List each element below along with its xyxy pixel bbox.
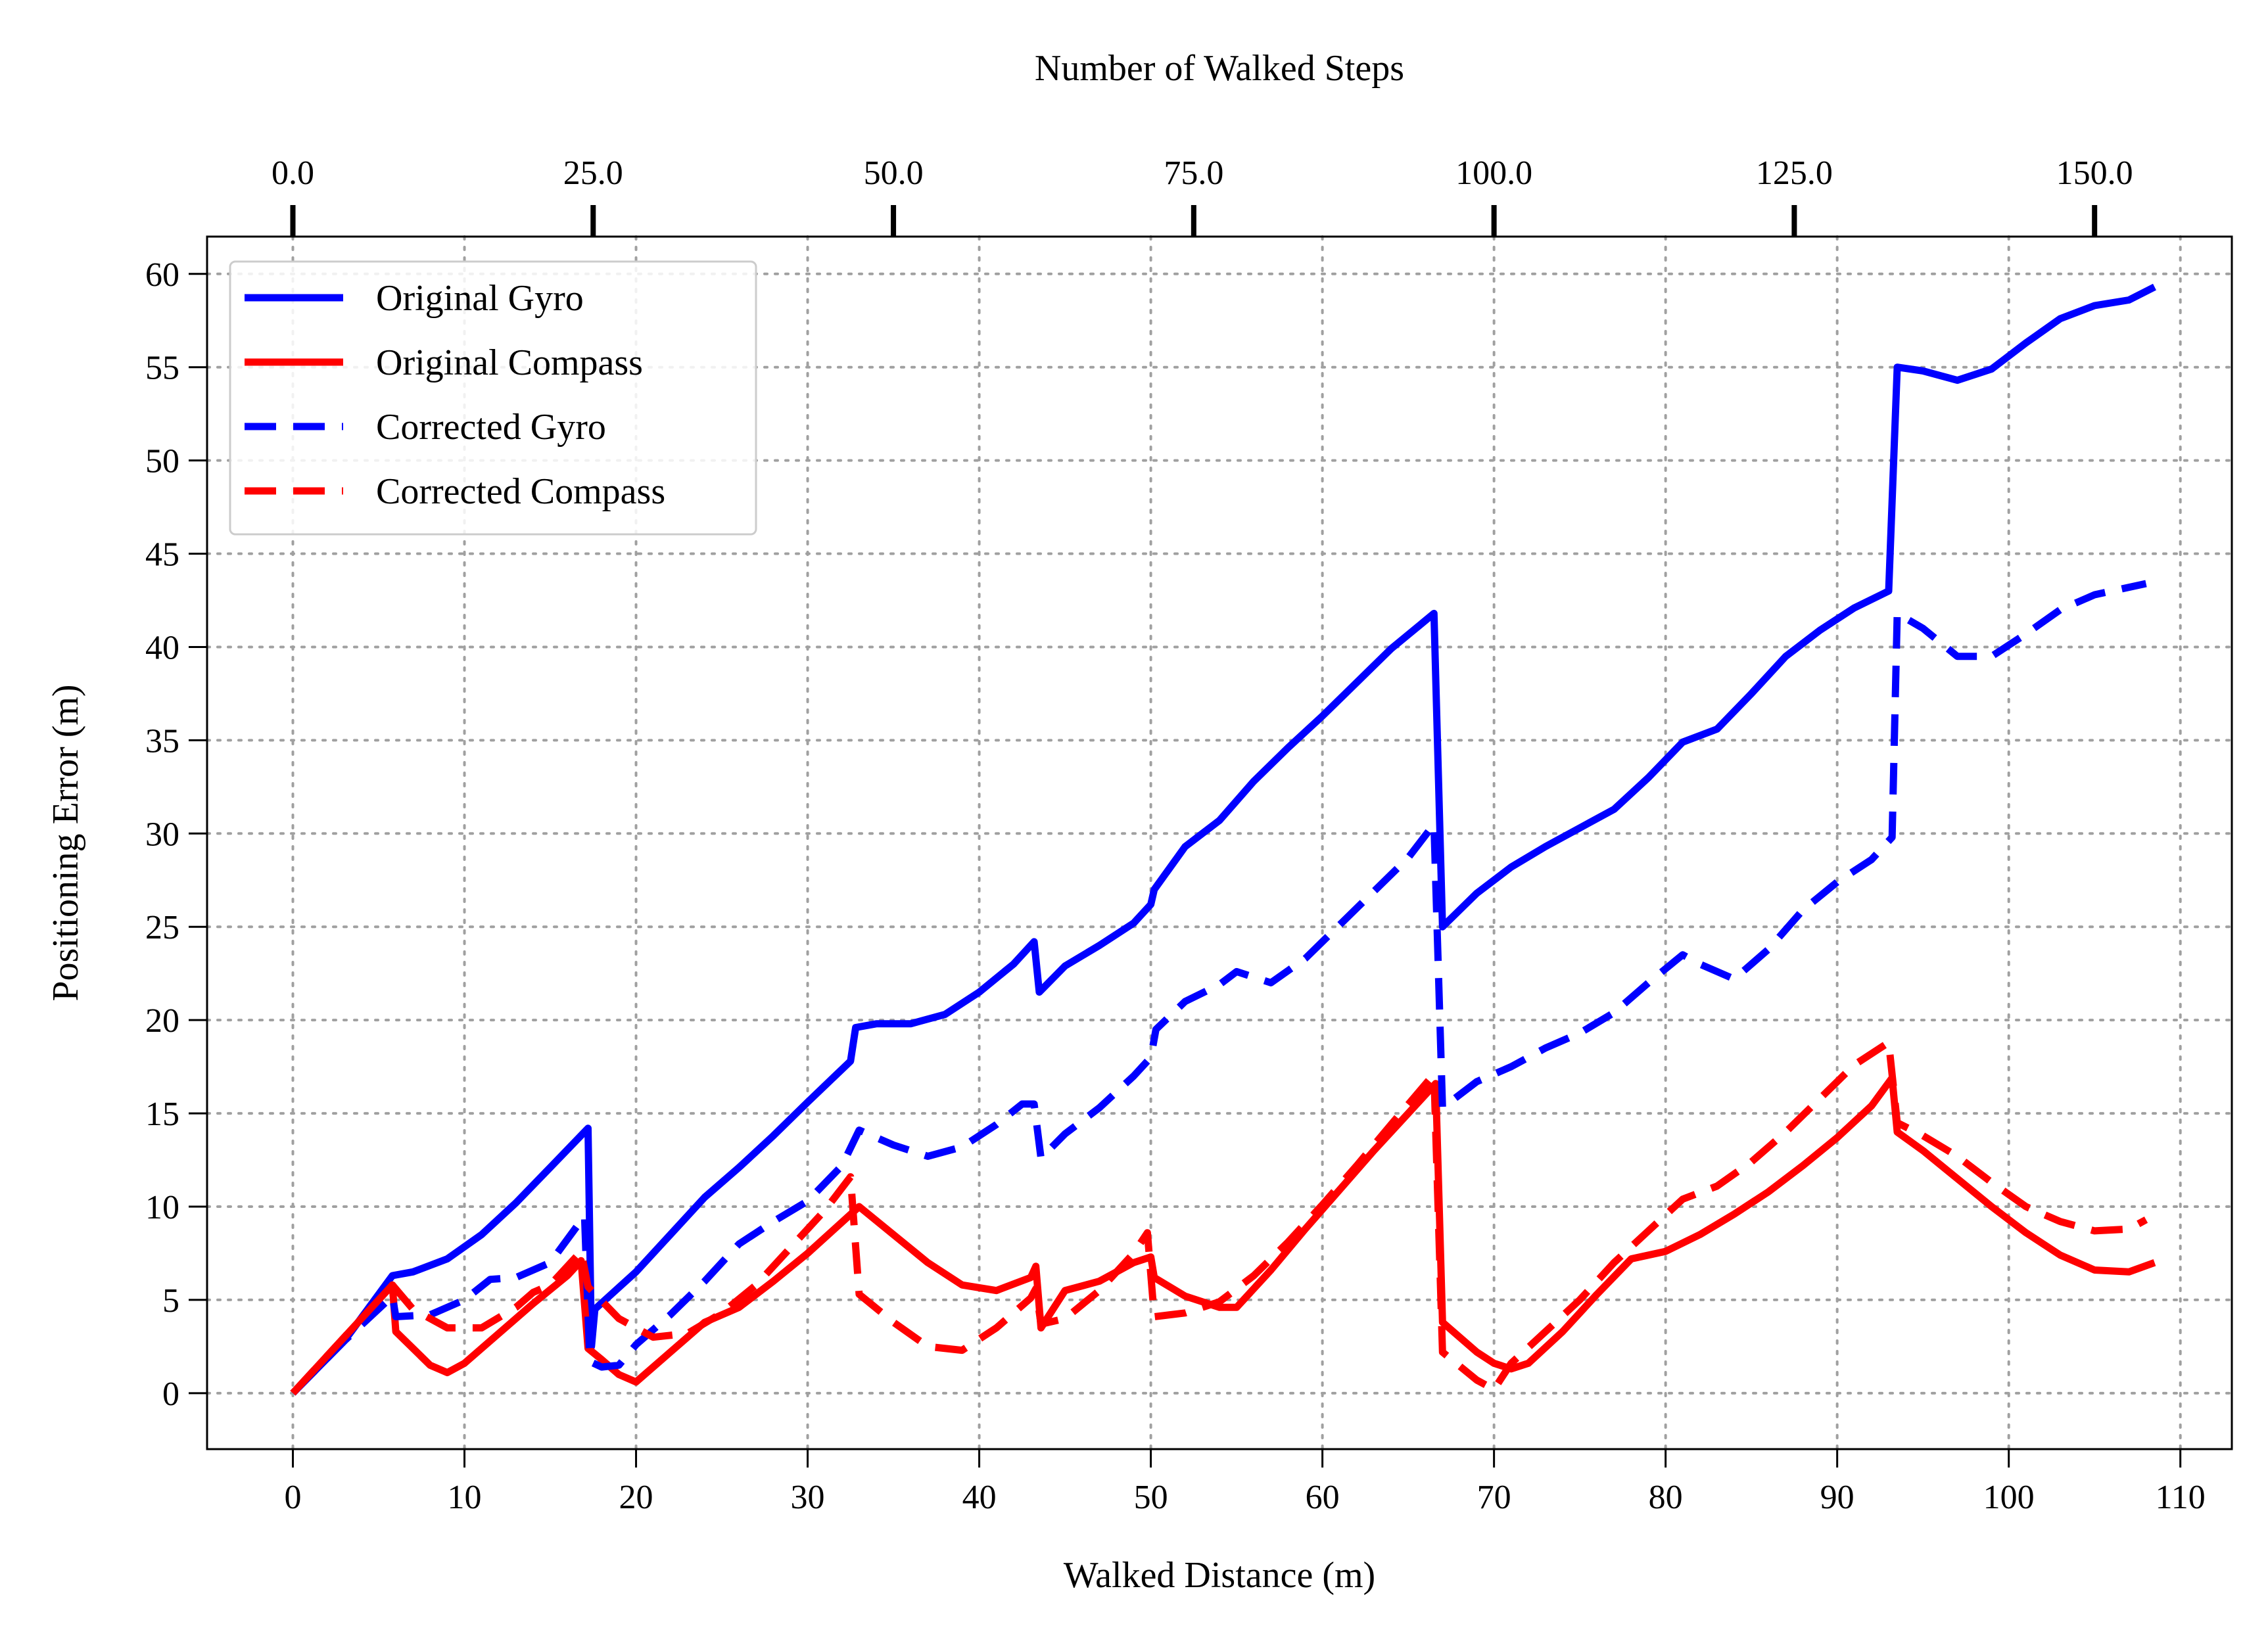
x-axis-top: 0.0 25.0 50.0 75.0 100.0 125.0 150.0 bbox=[272, 154, 2133, 237]
series-lines bbox=[290, 283, 2156, 1396]
legend-label: Original Compass bbox=[376, 342, 643, 383]
legend: Original Gyro Original Compass Corrected G… bbox=[229, 260, 757, 536]
plot-frame bbox=[206, 235, 2233, 1450]
x-tick-label: 50 bbox=[1134, 1479, 1168, 1516]
y-tick-label: 0 bbox=[162, 1376, 179, 1413]
series-line-3 bbox=[290, 580, 2147, 1396]
y-axis-title: Positioning Error (m) bbox=[45, 684, 86, 1001]
top-x-tick-label: 25.0 bbox=[563, 154, 623, 192]
grid bbox=[206, 235, 2233, 1450]
x-tick-label: 20 bbox=[619, 1479, 653, 1516]
top-x-tick-label: 150.0 bbox=[2056, 154, 2133, 192]
y-tick-label: 10 bbox=[145, 1189, 179, 1226]
top-x-tick-label: 100.0 bbox=[1455, 154, 1532, 192]
legend-label: Corrected Gyro bbox=[376, 407, 606, 448]
y-tick-label: 30 bbox=[145, 816, 179, 853]
y-tick-label: 5 bbox=[162, 1282, 179, 1320]
x-axis-title: Walked Distance (m) bbox=[1064, 1555, 1375, 1596]
x-tick-label: 30 bbox=[791, 1479, 825, 1516]
legend-label: Corrected Compass bbox=[376, 471, 665, 512]
x-tick-label: 90 bbox=[1820, 1479, 1855, 1516]
series-line-4 bbox=[290, 1038, 2148, 1396]
y-tick-label: 40 bbox=[145, 629, 179, 666]
y-tick-label: 60 bbox=[145, 256, 179, 294]
top-x-tick-label: 75.0 bbox=[1164, 154, 1223, 192]
top-axis-title: Number of Walked Steps bbox=[1035, 48, 1404, 89]
legend-box bbox=[229, 260, 757, 536]
x-tick-label: 110 bbox=[2156, 1479, 2206, 1516]
y-tick-label: 25 bbox=[145, 909, 179, 946]
y-axis: 0 5 10 15 20 25 30 35 40 45 50 55 60 bbox=[145, 256, 207, 1413]
x-tick-label: 40 bbox=[962, 1479, 997, 1516]
series-line-1 bbox=[290, 283, 2156, 1396]
x-tick-label: 60 bbox=[1306, 1479, 1340, 1516]
x-tick-label: 0 bbox=[285, 1479, 302, 1516]
x-tick-label: 100 bbox=[1983, 1479, 2035, 1516]
legend-label: Original Gyro bbox=[376, 278, 584, 319]
series-line-2 bbox=[290, 1074, 2156, 1396]
x-tick-label: 10 bbox=[448, 1479, 482, 1516]
top-x-tick-label: 125.0 bbox=[1756, 154, 1833, 192]
y-tick-label: 20 bbox=[145, 1002, 179, 1040]
top-x-tick-label: 0.0 bbox=[272, 154, 314, 192]
top-x-tick-label: 50.0 bbox=[864, 154, 924, 192]
x-tick-label: 70 bbox=[1477, 1479, 1511, 1516]
y-tick-label: 15 bbox=[145, 1096, 179, 1133]
x-axis-bottom: 0 10 20 30 40 50 60 70 80 90 100 110 bbox=[285, 1449, 2206, 1516]
y-tick-label: 55 bbox=[145, 350, 179, 387]
x-tick-label: 80 bbox=[1649, 1479, 1683, 1516]
y-tick-label: 50 bbox=[145, 443, 179, 480]
y-tick-label: 35 bbox=[145, 722, 179, 760]
y-tick-label: 45 bbox=[145, 536, 179, 574]
